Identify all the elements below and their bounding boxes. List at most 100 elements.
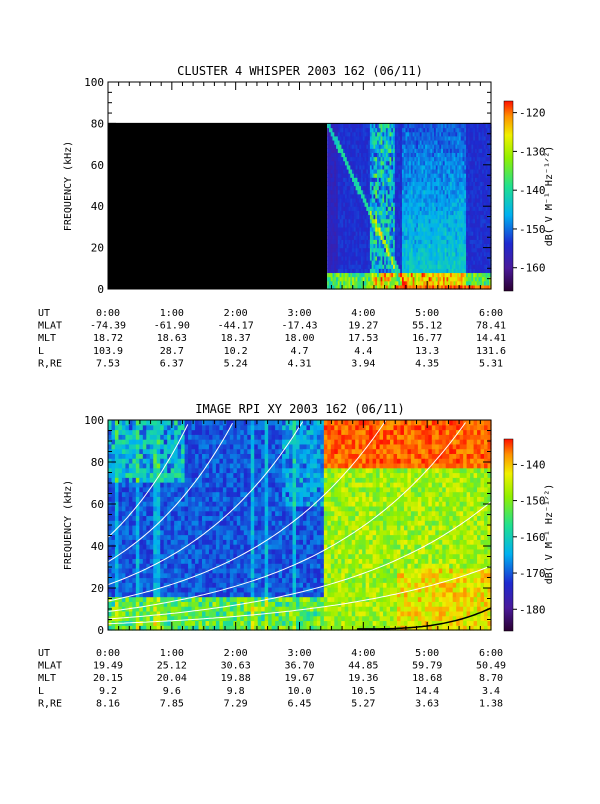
spectrogram-cell [181,420,185,425]
spectrogram-cell [129,492,133,497]
spectrogram-cell [195,487,199,492]
spectrogram-cell [108,544,112,549]
spectrogram-cell [136,449,140,454]
spectrogram-cell [115,492,119,497]
spectrogram-cell [146,520,150,525]
spectrogram-cell [157,554,161,559]
spectrogram-cell [122,458,126,463]
spectrogram-cell [188,554,192,559]
spectrogram-cell [146,473,150,478]
spectrogram-cell [118,449,122,454]
spectrogram-cell [160,525,164,530]
spectrogram-cell [167,592,171,597]
spectrogram-cell [111,611,115,616]
spectrogram-cell [188,449,192,454]
spectrogram-cell [174,515,178,520]
spectrogram-cell [185,582,189,587]
spectrogram-cell [146,434,150,439]
spectrogram-cell [139,582,143,587]
spectrogram-cell [122,496,126,501]
spectrogram-cell [188,535,192,540]
spectrogram-cell [111,444,115,449]
spectrogram-cell [164,473,168,478]
spectrogram-cell [125,430,129,435]
spectrogram-cell [160,492,164,497]
spectrogram-cell [195,558,199,563]
spectrogram-cell [160,568,164,573]
spectrogram-cell [150,511,154,516]
spectrogram-cell [129,535,133,540]
spectrogram-cell [115,511,119,516]
spectrogram-cell [174,620,178,625]
orbit-value: 5.31 [479,358,503,369]
spectrogram-cell [178,582,182,587]
spectrogram-cell [122,592,126,597]
spectrogram-cell [129,611,133,616]
spectrogram-cell [192,487,196,492]
spectrogram-cell [167,539,171,544]
orbit-value: 4:00 [351,308,375,319]
spectrogram-cell [181,468,185,473]
spectrogram-cell [171,563,175,568]
spectrogram-cell [171,511,175,516]
spectrogram-cell [146,439,150,444]
spectrogram-cell [181,425,185,430]
spectrogram-cell [129,539,133,544]
spectrogram-cell [195,525,199,530]
orbit-value: -61.90 [154,321,190,332]
spectrogram-cell [111,425,115,430]
spectrogram-cell [181,482,185,487]
orbit-value: -17.43 [281,321,317,332]
spectrogram-cell [146,496,150,501]
cluster-title: CLUSTER 4 WHISPER 2003 162 (06/11) [177,64,423,78]
spectrogram-cell [108,425,112,430]
spectrogram-cell [167,477,171,482]
spectrogram-cell [188,434,192,439]
spectrogram-cell [146,582,150,587]
orbit-value: 10.2 [224,346,248,357]
spectrogram-cell [178,563,182,568]
spectrogram-cell [192,468,196,473]
spectrogram-cell [167,563,171,568]
spectrogram-cell [115,449,119,454]
spectrogram-cell [111,515,115,520]
y-tick-label: 40 [91,200,104,213]
spectrogram-cell [143,582,147,587]
spectrogram-cell [153,444,157,449]
spectrogram-cell [125,473,129,478]
spectrogram-cell [115,558,119,563]
spectrogram-cell [174,563,178,568]
spectrogram-cell [118,573,122,578]
spectrogram-cell [150,573,154,578]
spectrogram-cell [118,511,122,516]
spectrogram-cell [178,515,182,520]
spectrogram-cell [188,430,192,435]
spectrogram-cell [150,477,154,482]
spectrogram-cell [171,444,175,449]
spectrogram-cell [136,601,140,606]
spectrogram-cell [171,425,175,430]
spectrogram-cell [167,501,171,506]
spectrogram-cell [188,496,192,501]
spectrogram-cell [185,525,189,530]
spectrogram-cell [174,573,178,578]
spectrogram-cell [157,535,161,540]
spectrogram-cell [185,530,189,535]
spectrogram-cell [150,492,154,497]
spectrogram-cell [132,620,136,625]
spectrogram-cell [160,487,164,492]
spectrogram-cell [192,558,196,563]
spectrogram-cell [160,425,164,430]
spectrogram-cell [195,582,199,587]
spectrogram-cell [171,530,175,535]
spectrogram-cell [146,420,150,425]
spectrogram-cell [150,444,154,449]
spectrogram-cell [108,439,112,444]
spectrogram-cell [181,620,185,625]
spectrogram-cell [188,530,192,535]
spectrogram-cell [111,549,115,554]
spectrogram-cell [139,549,143,554]
spectrogram-cell [157,468,161,473]
spectrogram-cell [143,573,147,578]
spectrogram-cell [181,582,185,587]
